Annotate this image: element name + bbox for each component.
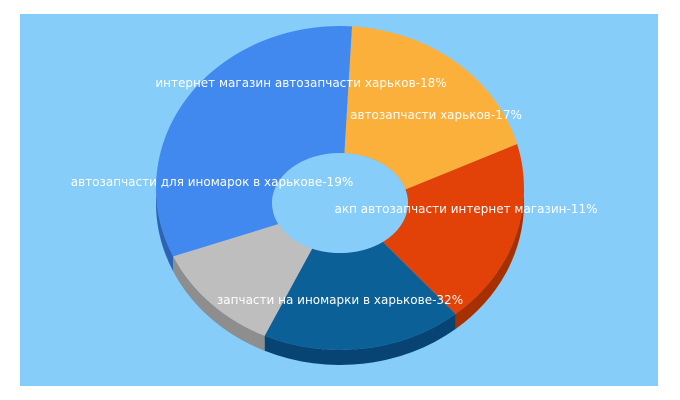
slice-side-5 — [173, 256, 265, 351]
slice-2 — [344, 26, 518, 190]
slice-4 — [264, 241, 456, 351]
slice-label-3: интернет магазин автозапчасти харьков-18… — [155, 76, 446, 90]
slice-side-3 — [455, 188, 524, 330]
slice-labels: запчасти на иномарки в харькове-32% авто… — [71, 76, 598, 307]
slice-1 — [155, 25, 353, 257]
slice-side-4 — [264, 314, 456, 365]
slice-label-5: акп автозапчасти интернет магазин-11% — [334, 202, 597, 216]
donut-sides — [156, 188, 524, 365]
slice-3 — [382, 144, 524, 315]
slice-5 — [173, 224, 313, 336]
slice-side-1 — [156, 188, 174, 272]
slice-label-2: автозапчасти для иномарок в харькове-19% — [71, 175, 353, 189]
slice-label-1: запчасти на иномарки в харькове-32% — [217, 293, 463, 307]
slice-label-4: автозапчасти харьков-17% — [350, 108, 522, 122]
donut-hole — [272, 153, 408, 253]
